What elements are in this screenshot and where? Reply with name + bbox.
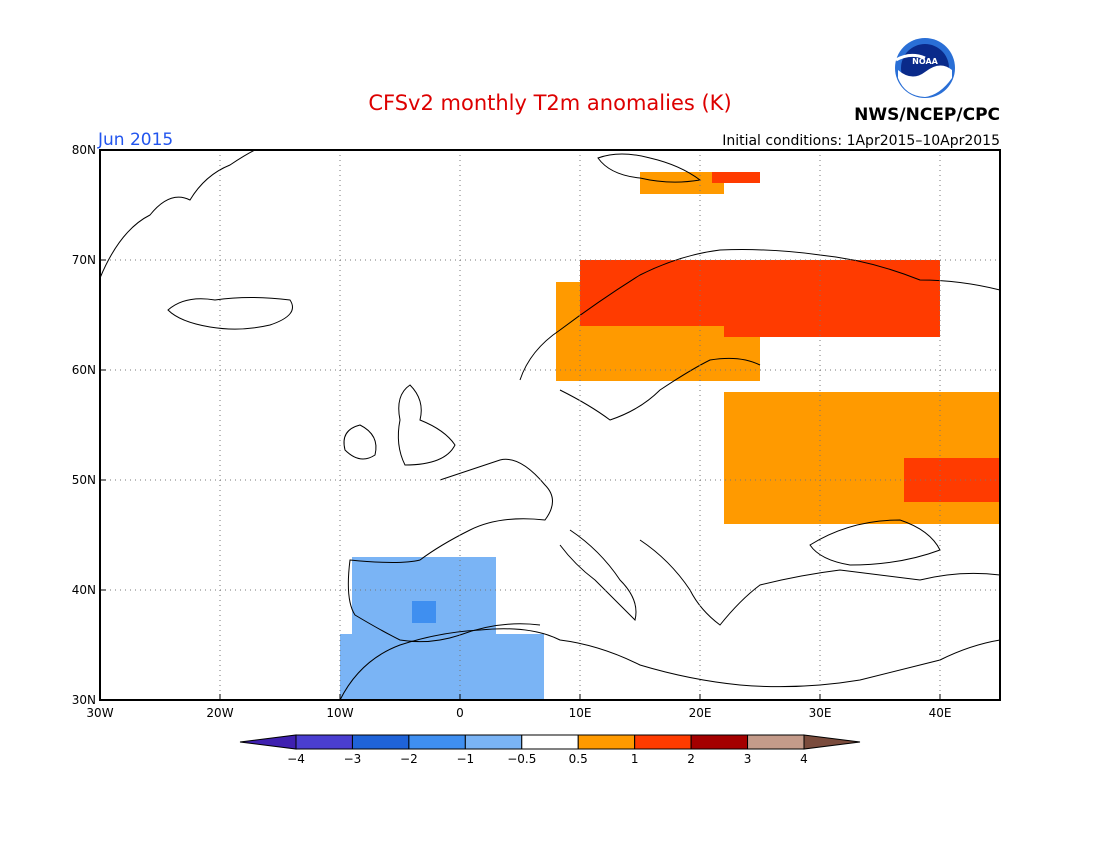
lon-tick-label: 0 [456, 706, 464, 720]
colorbar-low-arrow [239, 734, 297, 750]
colorbar-label: −2 [400, 752, 418, 766]
anomaly-patch [640, 172, 724, 194]
colorbar-segment [577, 734, 636, 750]
colorbar-segment [408, 734, 466, 750]
lon-tick-label: 40E [929, 706, 952, 720]
lat-tick-label: 50N [72, 473, 96, 487]
colorbar-segment [351, 734, 410, 750]
forecast-month: Jun 2015 [97, 130, 173, 150]
colorbar-label: −4 [287, 752, 305, 766]
map-border [99, 149, 1001, 701]
initial-conditions: Initial conditions: 1Apr2015–10Apr2015 [722, 133, 1000, 149]
colorbar-segment [295, 734, 353, 750]
iceland-coast [167, 297, 293, 330]
colorbar-segment [690, 734, 749, 750]
lon-tick-label: 20W [206, 706, 233, 720]
anomaly-patch [712, 172, 760, 183]
northern-europe-coast [519, 249, 1001, 381]
colorbar-segment [521, 734, 579, 750]
lat-tick-label: 30N [72, 693, 96, 707]
chart-title: CFSv2 monthly T2m anomalies (K) [368, 91, 731, 115]
anomaly-layer [340, 172, 1000, 700]
colorbar-label: −1 [456, 752, 474, 766]
ireland-coast [343, 424, 377, 460]
anomaly-patch [724, 260, 940, 337]
lon-tick-label: 10E [569, 706, 592, 720]
greenland-coast [99, 149, 256, 279]
colorbar-segment [747, 734, 805, 750]
noaa-logo: NOAA [895, 38, 955, 98]
lat-tick-label: 40N [72, 583, 96, 597]
great-britain-coast [397, 384, 456, 466]
grid-layer [100, 150, 1000, 700]
lat-tick-label: 70N [72, 253, 96, 267]
colorbar-label: −0.5 [507, 752, 536, 766]
noaa-logo-text: NOAA [912, 57, 938, 66]
longitude-ticks: 30W 20W 10W 0 10E 20E 30E 40E [86, 694, 951, 720]
lat-tick-label: 80N [72, 143, 96, 157]
colorbar-label: 1 [631, 752, 639, 766]
colorbar-label: 4 [800, 752, 808, 766]
latitude-ticks: 30N 40N 50N 60N 70N 80N [72, 143, 106, 707]
map-panel: 30N 40N 50N 60N 70N 80N 30W 20W 10W 0 10E 20E 30E 40… [72, 143, 1001, 720]
anomaly-patch [580, 260, 724, 326]
colorbar-label: 3 [744, 752, 752, 766]
anomaly-patch [412, 601, 436, 623]
western-europe-coast [347, 458, 553, 643]
colorbar-segment [464, 734, 523, 750]
baltic-coast [559, 357, 761, 421]
lon-tick-label: 30E [809, 706, 832, 720]
lon-tick-label: 20E [689, 706, 712, 720]
colorbar-label: 0.5 [569, 752, 588, 766]
colorbar-high-arrow [803, 734, 861, 750]
lat-tick-label: 60N [72, 363, 96, 377]
north-africa-coast [339, 628, 1001, 701]
colorbar-segment [634, 734, 692, 750]
lon-tick-label: 10W [326, 706, 353, 720]
colorbar-label: 2 [687, 752, 695, 766]
agency-label: NWS/NCEP/CPC [854, 105, 1000, 125]
anomaly-patch [340, 634, 544, 700]
lon-tick-label: 30W [86, 706, 113, 720]
colorbar: −4 −3 −2 −1 −0.5 0.5 1 2 3 4 [239, 734, 861, 766]
italy-coast [559, 529, 637, 621]
colorbar-label: −3 [344, 752, 362, 766]
